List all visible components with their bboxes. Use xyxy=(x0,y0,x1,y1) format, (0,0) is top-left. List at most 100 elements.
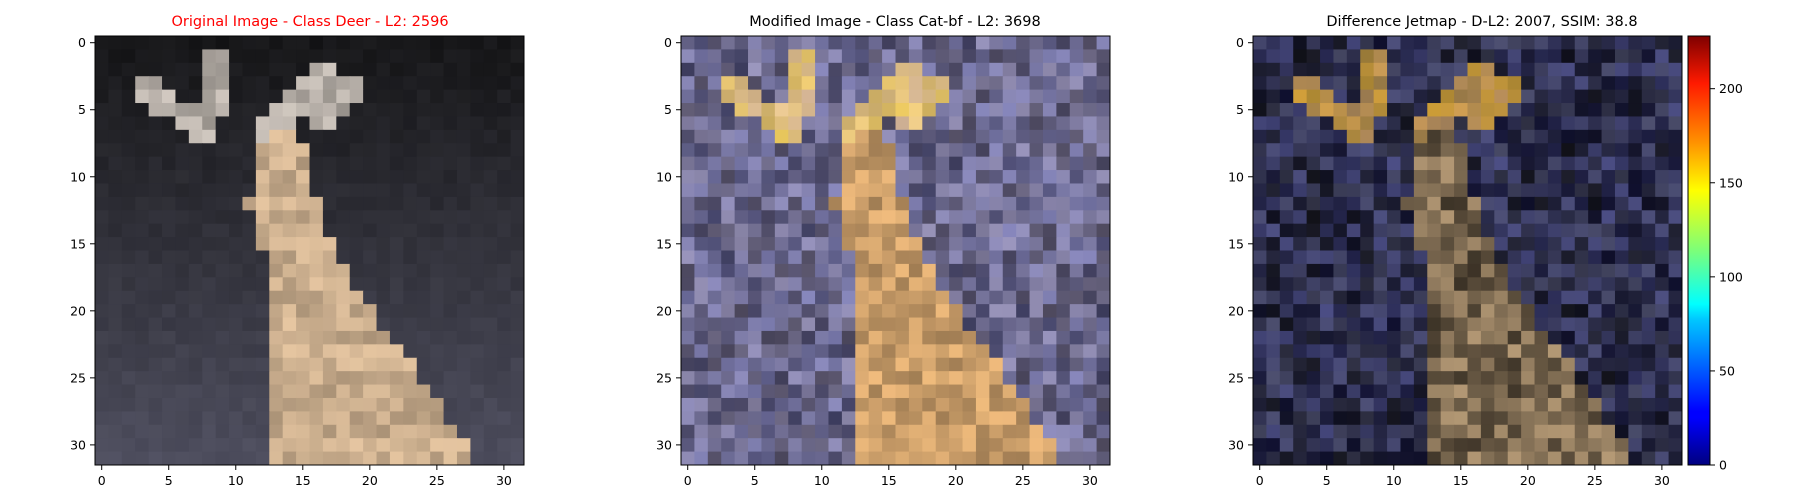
pixel xyxy=(935,170,950,184)
pixel xyxy=(1601,371,1616,386)
pixel xyxy=(748,317,762,332)
pixel xyxy=(1628,183,1643,198)
pixel xyxy=(707,263,722,278)
pixel xyxy=(202,89,217,104)
pixel xyxy=(788,277,803,292)
pixel xyxy=(1655,36,1670,50)
pixel xyxy=(841,384,856,399)
pixel xyxy=(1494,250,1509,265)
pixel xyxy=(470,36,485,50)
pixel xyxy=(162,330,176,345)
pixel xyxy=(1668,250,1683,265)
pixel xyxy=(761,89,776,104)
pixel xyxy=(430,36,445,50)
pixel xyxy=(510,143,525,158)
pixel xyxy=(975,62,990,77)
pixel xyxy=(108,49,123,64)
pixel xyxy=(721,116,736,131)
pixel xyxy=(1628,397,1643,412)
pixel xyxy=(1306,250,1321,265)
pixel xyxy=(483,424,498,439)
pixel xyxy=(1029,196,1044,211)
pixel xyxy=(935,263,950,278)
pixel xyxy=(229,424,243,439)
pixel xyxy=(1083,304,1098,319)
pixel xyxy=(1641,250,1656,265)
pixel xyxy=(1454,183,1468,198)
colorbar-tick-label: 50 xyxy=(1719,363,1735,378)
pixel xyxy=(1056,317,1071,332)
pixel xyxy=(694,210,709,225)
pixel xyxy=(1427,397,1442,412)
pixel xyxy=(255,156,270,171)
pixel xyxy=(282,116,297,131)
pixel xyxy=(363,317,378,332)
pixel xyxy=(309,62,324,77)
pixel xyxy=(1016,263,1031,278)
pixel xyxy=(175,196,190,211)
pixel xyxy=(1400,411,1415,426)
pixel xyxy=(1400,62,1415,77)
pixel xyxy=(707,76,722,91)
pixel xyxy=(282,438,297,453)
pixel xyxy=(1641,237,1656,251)
pixel xyxy=(855,129,870,144)
pixel xyxy=(1494,384,1509,399)
pixel xyxy=(1440,384,1455,399)
pixel xyxy=(349,263,364,278)
pixel xyxy=(483,357,498,372)
pixel xyxy=(1266,371,1281,386)
pixel xyxy=(681,143,695,158)
pixel xyxy=(908,438,923,453)
pixel xyxy=(483,237,498,251)
pixel xyxy=(721,438,736,453)
pixel xyxy=(1467,196,1482,211)
pixel xyxy=(121,357,136,372)
pixel xyxy=(175,263,190,278)
pixel xyxy=(1069,36,1084,50)
pixel xyxy=(416,143,431,158)
pixel xyxy=(882,263,896,278)
pixel xyxy=(774,196,789,211)
pixel xyxy=(363,62,378,77)
pixel xyxy=(121,277,136,292)
pixel xyxy=(949,196,964,211)
pixel xyxy=(1574,304,1589,319)
pixel xyxy=(962,317,977,332)
pixel xyxy=(949,411,964,426)
pixel xyxy=(1440,76,1455,91)
pixel xyxy=(1056,210,1071,225)
pixel xyxy=(1306,103,1321,117)
pixel xyxy=(1016,129,1031,144)
pixel xyxy=(895,129,910,144)
pixel xyxy=(510,129,525,144)
pixel xyxy=(430,330,445,345)
pixel xyxy=(1096,424,1111,439)
pixel xyxy=(1306,36,1321,50)
pixel xyxy=(108,304,123,319)
pixel xyxy=(935,183,950,198)
pixel xyxy=(1601,89,1616,104)
pixel xyxy=(1056,384,1071,399)
pixel xyxy=(497,397,512,412)
pixel xyxy=(1056,250,1071,265)
pixel xyxy=(855,384,870,399)
pixel xyxy=(456,210,471,225)
pixel xyxy=(1320,411,1334,426)
pixel xyxy=(148,143,163,158)
pixel xyxy=(1002,304,1017,319)
pixel xyxy=(1507,263,1522,278)
pixel xyxy=(1293,76,1308,91)
pixel xyxy=(282,304,297,319)
pixel xyxy=(1507,277,1522,292)
pixel xyxy=(801,62,816,77)
pixel xyxy=(734,49,749,64)
pixel xyxy=(1400,143,1415,158)
pixel xyxy=(1387,49,1401,64)
pixel xyxy=(309,36,324,50)
pixel xyxy=(162,183,176,198)
pixel xyxy=(855,263,870,278)
pixel xyxy=(349,411,364,426)
